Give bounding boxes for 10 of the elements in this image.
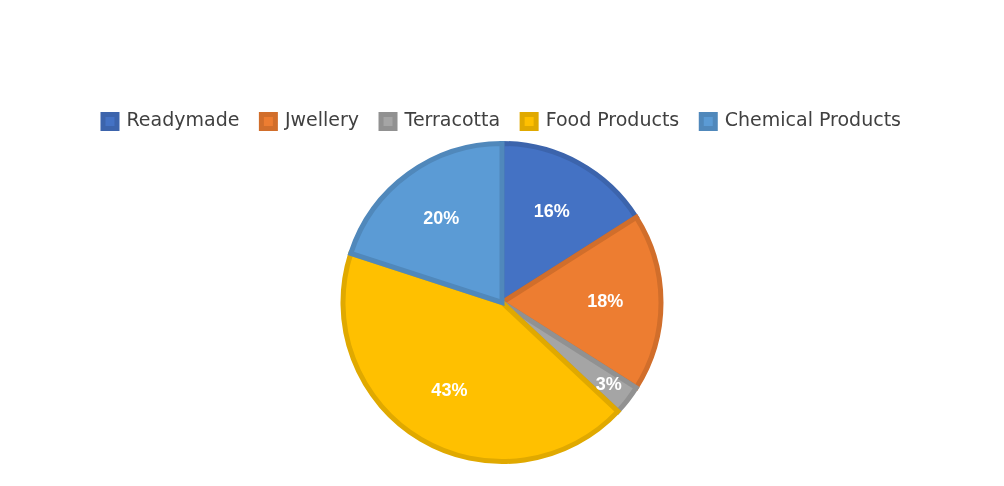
data-label: 20% xyxy=(423,207,460,228)
legend-label: Readymade xyxy=(126,108,240,131)
legend-label: Food Products xyxy=(545,108,680,131)
data-label: 18% xyxy=(587,291,624,312)
data-label: 16% xyxy=(533,200,570,221)
legend-label: Terracotta xyxy=(403,108,501,131)
legend-label: Chemical Products xyxy=(724,108,902,131)
data-label: 3% xyxy=(595,374,622,395)
data-label: 43% xyxy=(431,380,468,401)
legend-label: Jwellery xyxy=(283,108,360,131)
